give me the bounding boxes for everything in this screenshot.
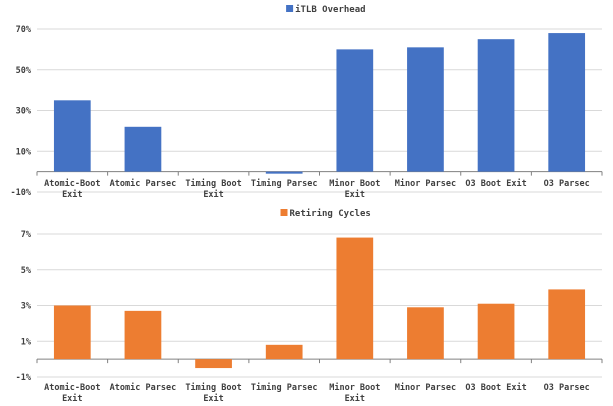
bar-3 bbox=[195, 359, 232, 369]
y-tick-label: -10% bbox=[11, 188, 32, 198]
x-tick-label: O3 Boot Exit bbox=[465, 382, 526, 393]
bar-8 bbox=[548, 289, 586, 360]
bar-7 bbox=[477, 39, 515, 172]
bar-2 bbox=[124, 310, 162, 360]
y-tick-label: 1% bbox=[21, 337, 32, 347]
x-tick-label: Minor Parsec bbox=[395, 382, 456, 393]
bar-2 bbox=[124, 126, 162, 172]
bar-5 bbox=[336, 237, 374, 360]
y-tick-label: 3% bbox=[21, 302, 32, 312]
legend-swatch bbox=[280, 209, 288, 216]
x-tick-label: Timing Parsec bbox=[251, 382, 318, 393]
legend: iTLB Overhead bbox=[286, 4, 366, 15]
x-tick-label: O3 Parsec bbox=[544, 383, 590, 393]
x-tick-label: Minor Boot Exit bbox=[329, 382, 380, 404]
chart-panel-2: Retiring Cycles -1% 1% 3% 5% 7% Atomic-Boot Exi… bbox=[16, 208, 603, 404]
legend-swatch bbox=[286, 5, 294, 12]
x-tick-label: Atomic Parsec bbox=[110, 178, 177, 189]
bar-6 bbox=[407, 307, 444, 360]
x-tick-label: Atomic Parsec bbox=[110, 382, 177, 393]
x-tick-label: Minor Parsec bbox=[395, 178, 456, 189]
y-tick-label: 50% bbox=[16, 66, 32, 76]
x-tick-label: Timing Parsec bbox=[251, 178, 318, 189]
bar-6 bbox=[407, 47, 444, 172]
bar-4 bbox=[265, 344, 303, 360]
x-tick-label: Timing Boot Exit bbox=[185, 178, 241, 200]
legend-label: Retiring Cycles bbox=[290, 208, 371, 219]
x-tick-label: Atomic-Boot Exit bbox=[44, 178, 100, 200]
bar-1 bbox=[53, 305, 91, 360]
bar-8 bbox=[548, 33, 586, 172]
x-tick-label: O3 Boot Exit bbox=[465, 178, 526, 189]
bar-4 bbox=[265, 171, 303, 174]
x-tick-label: O3 Parsec bbox=[544, 179, 590, 189]
x-tick-label: Minor Boot Exit bbox=[329, 178, 380, 200]
x-tick-label: Atomic-Boot Exit bbox=[44, 382, 100, 404]
legend-label: iTLB Overhead bbox=[295, 4, 365, 15]
y-tick-label: 10% bbox=[16, 147, 32, 157]
legend: Retiring Cycles bbox=[280, 208, 371, 219]
chart-panel-1: iTLB Overhead -10% 10% 30% 50% 70% Atomic-Boot… bbox=[11, 4, 603, 200]
x-tick-label: Timing Boot Exit bbox=[185, 382, 241, 404]
y-tick-label: 7% bbox=[21, 230, 32, 240]
bar-5 bbox=[336, 49, 374, 172]
y-tick-label: -1% bbox=[16, 373, 32, 383]
y-tick-label: 5% bbox=[21, 266, 32, 276]
bar-1 bbox=[53, 100, 91, 172]
y-tick-label: 30% bbox=[16, 107, 32, 117]
y-tick-label: 70% bbox=[16, 25, 32, 35]
bar-7 bbox=[477, 303, 515, 360]
